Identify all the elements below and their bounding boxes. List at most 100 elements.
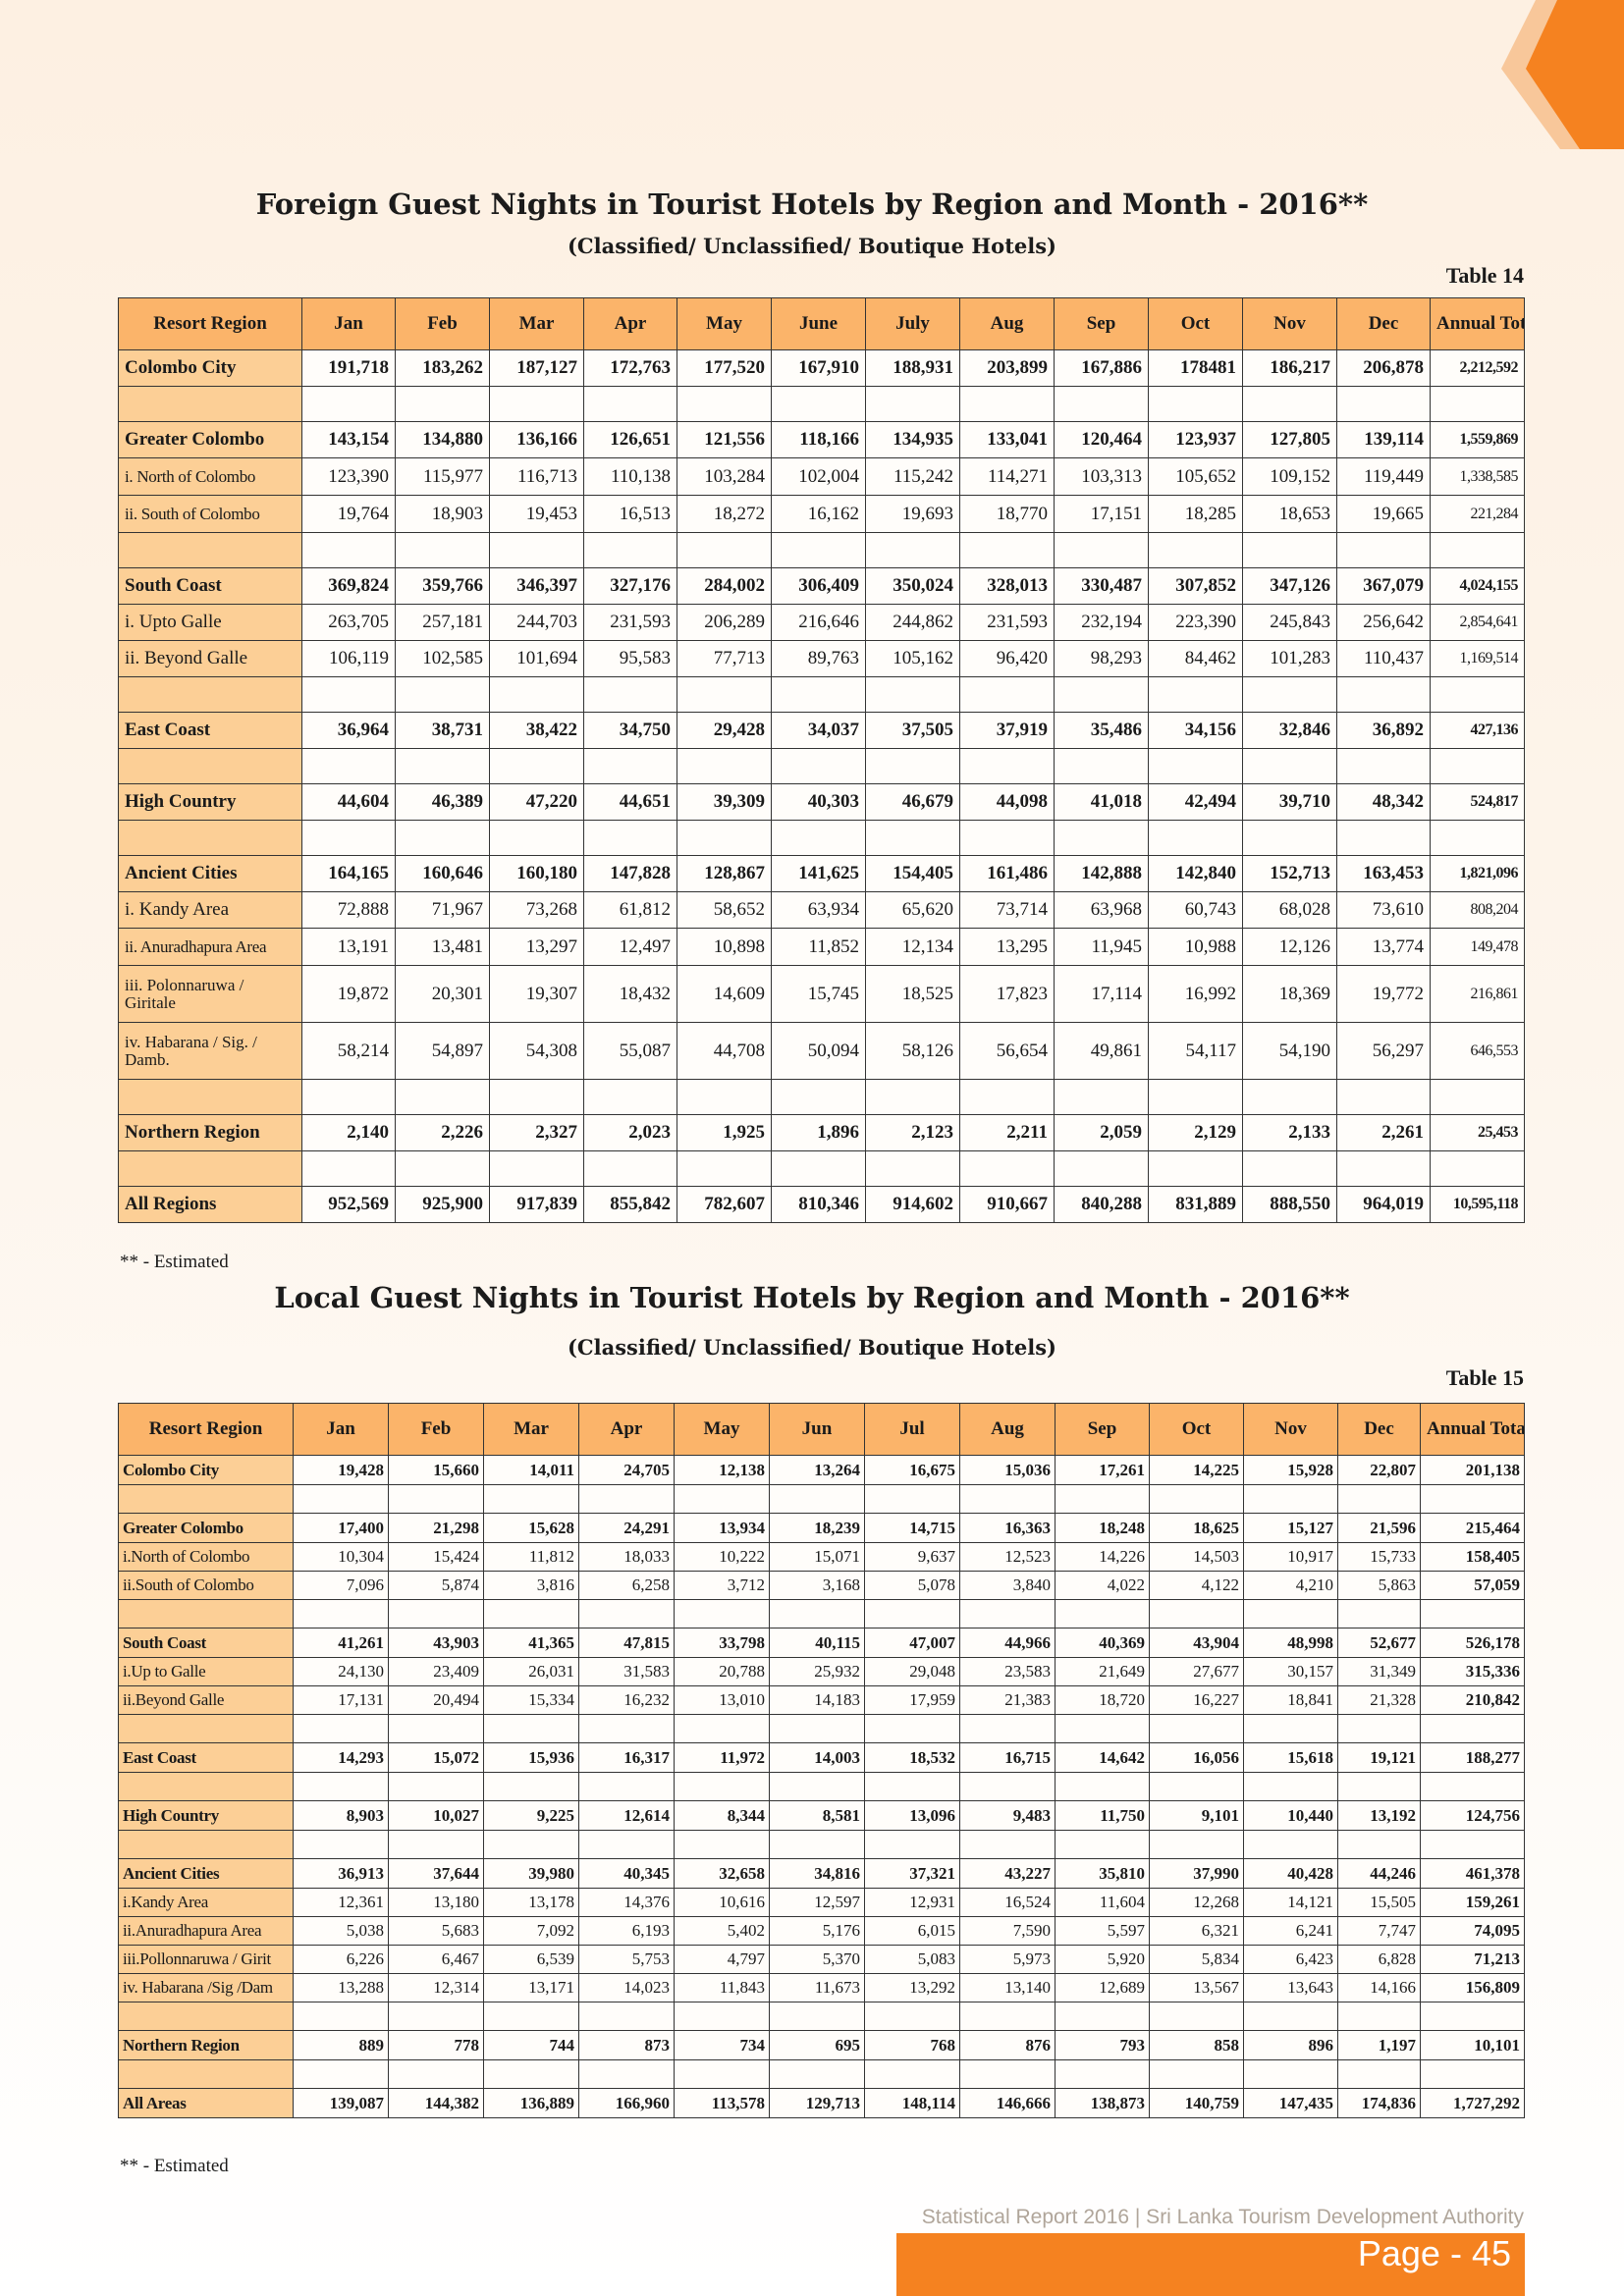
month-value-cell	[293, 1772, 389, 1801]
month-value-cell: 8,581	[769, 1800, 865, 1831]
month-value-cell	[1054, 386, 1149, 422]
table14-title: Foreign Guest Nights in Tourist Hotels b…	[255, 187, 1369, 221]
month-value-cell	[1242, 532, 1337, 568]
month-value-cell: 350,024	[865, 567, 960, 605]
month-value-cell	[677, 820, 772, 856]
region-name-cell: Northern Region	[118, 1114, 302, 1151]
month-value-cell	[1243, 1484, 1338, 1514]
month-value-cell: 19,764	[301, 495, 396, 533]
month-value-cell: 129,713	[769, 2088, 865, 2118]
month-value-cell: 14,715	[864, 1513, 960, 1543]
month-value-cell: 144,382	[388, 2088, 484, 2118]
month-value-cell: 61,812	[583, 891, 677, 929]
month-value-cell: 5,834	[1149, 1945, 1244, 1974]
month-value-cell	[1243, 1714, 1338, 1743]
month-value-cell	[674, 2002, 770, 2031]
month-value-cell	[483, 1714, 579, 1743]
month-value-cell: 244,862	[865, 604, 960, 641]
month-value-cell: 148,114	[864, 2088, 960, 2118]
annual-total-cell	[1430, 820, 1525, 856]
month-value-cell: 121,556	[677, 421, 772, 458]
annual-total-cell: 315,336	[1420, 1657, 1525, 1686]
month-value-cell	[1054, 748, 1149, 784]
month-value-cell: 347,126	[1242, 567, 1337, 605]
month-value-cell	[489, 676, 584, 713]
month-value-cell	[959, 1772, 1056, 1801]
table15-row	[118, 1830, 1525, 1859]
month-value-cell: 49,861	[1054, 1022, 1149, 1080]
month-value-cell	[959, 1484, 1056, 1514]
month-value-cell: 24,130	[293, 1657, 389, 1686]
table14-row: iii. Polonnaruwa / Giritale 19,872 20,301 1…	[118, 965, 1525, 1023]
month-value-cell: 18,770	[959, 495, 1055, 533]
month-value-cell: 782,607	[677, 1186, 772, 1223]
region-name-cell: ii.South of Colombo	[118, 1571, 294, 1600]
month-value-cell	[1054, 1079, 1149, 1115]
month-value-cell	[1148, 748, 1243, 784]
table15-col-header: Sep	[1055, 1403, 1150, 1456]
month-value-cell: 5,597	[1055, 1916, 1150, 1946]
month-value-cell	[293, 2002, 389, 2031]
annual-total-cell: 156,809	[1420, 1973, 1525, 2002]
month-value-cell: 44,651	[583, 783, 677, 821]
table14-col-header: May	[677, 297, 772, 350]
month-value-cell	[301, 820, 396, 856]
month-value-cell: 4,210	[1243, 1571, 1338, 1600]
month-value-cell: 925,900	[395, 1186, 490, 1223]
table14-col-header: July	[865, 297, 960, 350]
month-value-cell: 161,486	[959, 855, 1055, 892]
month-value-cell: 133,041	[959, 421, 1055, 458]
month-value-cell: 10,440	[1243, 1800, 1338, 1831]
table14-row: All Regions 952,569 925,900 917,839 855,842 7…	[118, 1186, 1525, 1223]
month-value-cell: 5,402	[674, 1916, 770, 1946]
month-value-cell: 12,361	[293, 1888, 389, 1917]
month-value-cell: 102,585	[395, 640, 490, 677]
month-value-cell	[674, 1484, 770, 1514]
annual-total-cell: 71,213	[1420, 1945, 1525, 1974]
month-value-cell	[771, 386, 866, 422]
annual-total-cell: 10,101	[1420, 2030, 1525, 2060]
month-value-cell: 12,314	[388, 1973, 484, 2002]
month-value-cell: 8,344	[674, 1800, 770, 1831]
month-value-cell: 793	[1055, 2030, 1150, 2060]
region-name-cell	[118, 1599, 294, 1629]
month-value-cell: 16,675	[864, 1455, 960, 1485]
month-value-cell	[301, 1150, 396, 1187]
month-value-cell: 136,166	[489, 421, 584, 458]
month-value-cell: 19,121	[1337, 1742, 1421, 1773]
month-value-cell: 13,096	[864, 1800, 960, 1831]
month-value-cell: 13,191	[301, 928, 396, 966]
region-name-cell: Colombo City	[118, 1455, 294, 1485]
month-value-cell: 858	[1149, 2030, 1244, 2060]
month-value-cell	[578, 1830, 675, 1859]
month-value-cell: 54,117	[1148, 1022, 1243, 1080]
month-value-cell: 5,863	[1337, 1571, 1421, 1600]
annual-total-cell: 74,095	[1420, 1916, 1525, 1946]
month-value-cell: 56,654	[959, 1022, 1055, 1080]
month-value-cell: 134,880	[395, 421, 490, 458]
month-value-cell: 11,843	[674, 1973, 770, 2002]
month-value-cell: 12,134	[865, 928, 960, 966]
month-value-cell	[959, 386, 1055, 422]
month-value-cell: 12,689	[1055, 1973, 1150, 2002]
month-value-cell: 188,931	[865, 349, 960, 387]
month-value-cell	[489, 748, 584, 784]
month-value-cell: 5,683	[388, 1916, 484, 1946]
annual-total-cell: 461,378	[1420, 1858, 1525, 1889]
month-value-cell: 19,665	[1336, 495, 1431, 533]
month-value-cell: 103,313	[1054, 457, 1149, 496]
month-value-cell	[1336, 1079, 1431, 1115]
region-name-cell: South Coast	[118, 567, 302, 605]
month-value-cell: 13,567	[1149, 1973, 1244, 2002]
table14: Resort Region Jan Feb Mar Apr May June July Aug S…	[118, 297, 1525, 1223]
month-value-cell: 6,321	[1149, 1916, 1244, 1946]
month-value-cell: 6,539	[483, 1945, 579, 1974]
month-value-cell: 110,138	[583, 457, 677, 496]
month-value-cell: 20,788	[674, 1657, 770, 1686]
table14-col-header: Aug	[959, 297, 1055, 350]
month-value-cell: 13,171	[483, 1973, 579, 2002]
month-value-cell: 15,936	[483, 1742, 579, 1773]
table14-col-header: Resort Region	[118, 297, 302, 350]
month-value-cell: 40,369	[1055, 1628, 1150, 1658]
region-name-cell	[118, 1484, 294, 1514]
